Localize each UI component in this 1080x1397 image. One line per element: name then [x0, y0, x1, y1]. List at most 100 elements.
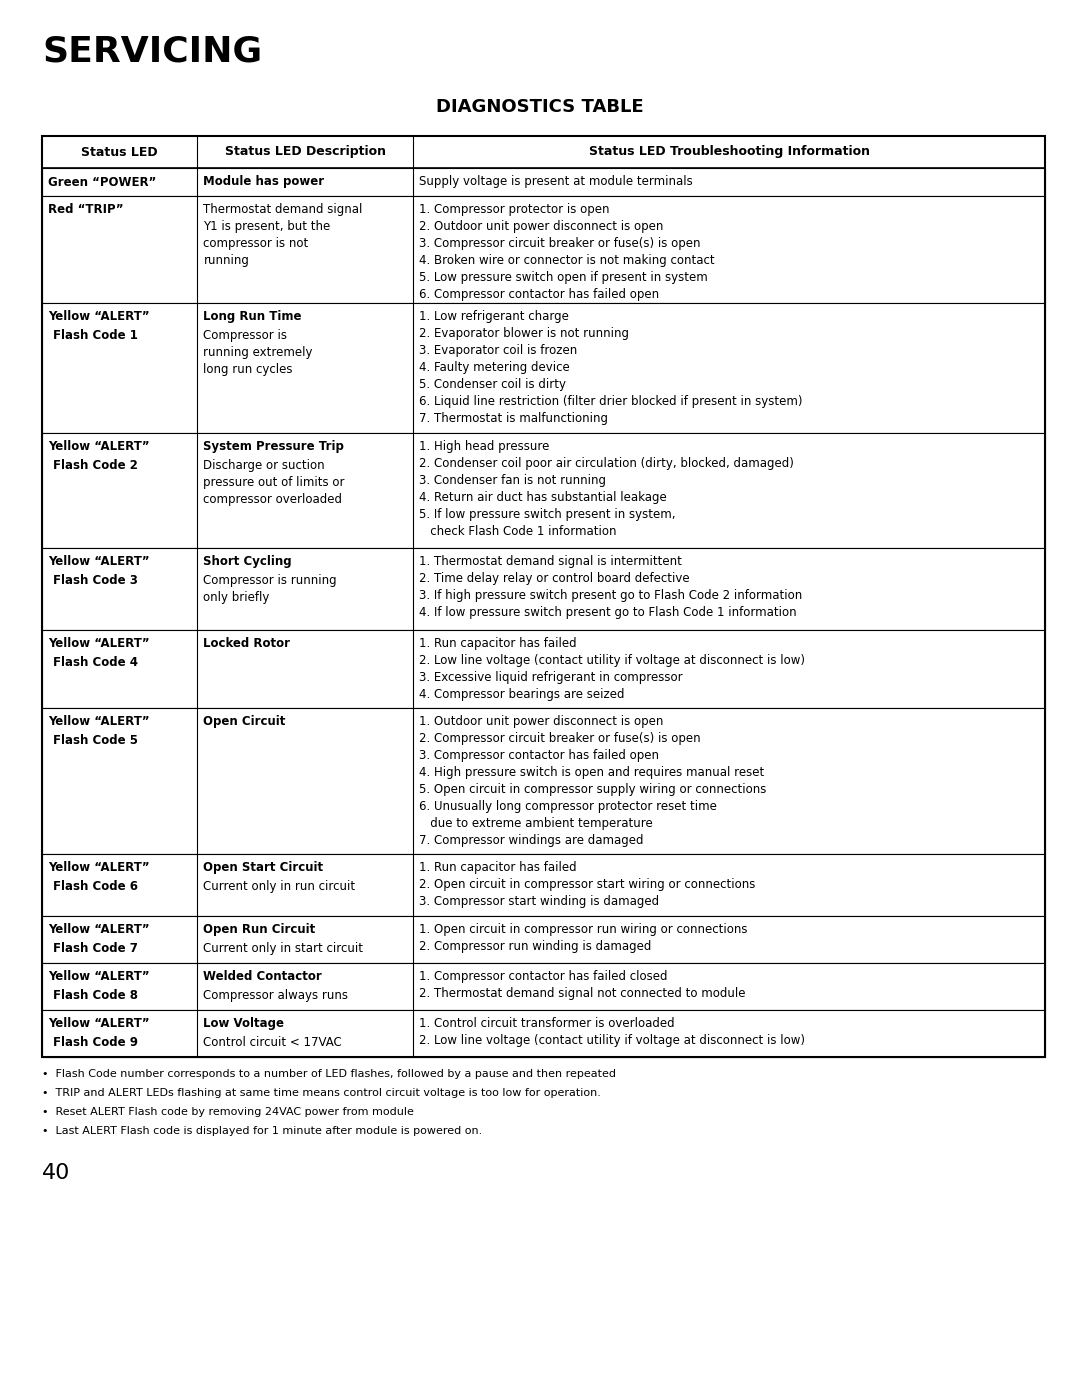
Text: Yellow “ALERT”: Yellow “ALERT” — [48, 1017, 150, 1030]
Text: only briefly: only briefly — [203, 591, 270, 604]
Text: 2. Compressor circuit breaker or fuse(s) is open: 2. Compressor circuit breaker or fuse(s)… — [419, 732, 701, 745]
Text: 1. High head pressure: 1. High head pressure — [419, 440, 550, 453]
Text: 7. Thermostat is malfunctioning: 7. Thermostat is malfunctioning — [419, 412, 608, 425]
Text: SERVICING: SERVICING — [42, 35, 262, 68]
Text: Open Run Circuit: Open Run Circuit — [203, 923, 315, 936]
Bar — [42, 136, 1045, 1058]
Text: Compressor is: Compressor is — [203, 328, 287, 342]
Text: Current only in start circuit: Current only in start circuit — [203, 942, 364, 954]
Text: 1. Control circuit transformer is overloaded: 1. Control circuit transformer is overlo… — [419, 1017, 675, 1030]
Text: Red “TRIP”: Red “TRIP” — [48, 203, 123, 217]
Text: Flash Code 9: Flash Code 9 — [53, 1037, 138, 1049]
Text: Flash Code 8: Flash Code 8 — [53, 989, 138, 1003]
Text: Compressor is running: Compressor is running — [203, 574, 337, 587]
Text: Compressor always runs: Compressor always runs — [203, 989, 349, 1002]
Text: 4. High pressure switch is open and requires manual reset: 4. High pressure switch is open and requ… — [419, 766, 765, 780]
Text: Yellow “ALERT”: Yellow “ALERT” — [48, 970, 150, 983]
Text: 2. Low line voltage (contact utility if voltage at disconnect is low): 2. Low line voltage (contact utility if … — [419, 1034, 805, 1046]
Text: 3. Compressor start winding is damaged: 3. Compressor start winding is damaged — [419, 895, 659, 908]
Text: Yellow “ALERT”: Yellow “ALERT” — [48, 715, 150, 728]
Text: 2. Condenser coil poor air circulation (dirty, blocked, damaged): 2. Condenser coil poor air circulation (… — [419, 457, 794, 469]
Bar — [42, 303, 1045, 433]
Text: compressor is not: compressor is not — [203, 237, 309, 250]
Text: Yellow “ALERT”: Yellow “ALERT” — [48, 310, 150, 323]
Text: 3. Evaporator coil is frozen: 3. Evaporator coil is frozen — [419, 344, 578, 358]
Text: 4. Broken wire or connector is not making contact: 4. Broken wire or connector is not makin… — [419, 254, 715, 267]
Bar — [42, 916, 1045, 963]
Text: 3. Compressor circuit breaker or fuse(s) is open: 3. Compressor circuit breaker or fuse(s)… — [419, 237, 701, 250]
Text: Flash Code 6: Flash Code 6 — [53, 880, 138, 893]
Text: Status LED: Status LED — [81, 145, 158, 158]
Text: 4. Return air duct has substantial leakage: 4. Return air duct has substantial leaka… — [419, 492, 666, 504]
Text: 1. Compressor protector is open: 1. Compressor protector is open — [419, 203, 609, 217]
Text: Discharge or suction: Discharge or suction — [203, 458, 325, 472]
Text: 1. Outdoor unit power disconnect is open: 1. Outdoor unit power disconnect is open — [419, 715, 663, 728]
Text: check Flash Code 1 information: check Flash Code 1 information — [419, 525, 617, 538]
Text: Flash Code 5: Flash Code 5 — [53, 735, 138, 747]
Text: 5. Open circuit in compressor supply wiring or connections: 5. Open circuit in compressor supply wir… — [419, 784, 767, 796]
Text: Locked Rotor: Locked Rotor — [203, 637, 291, 650]
Bar — [42, 630, 1045, 708]
Bar — [42, 136, 1045, 168]
Bar — [42, 963, 1045, 1010]
Text: Control circuit < 17VAC: Control circuit < 17VAC — [203, 1035, 342, 1049]
Text: Short Cycling: Short Cycling — [203, 555, 292, 569]
Text: Status LED Description: Status LED Description — [225, 145, 386, 158]
Text: 3. Compressor contactor has failed open: 3. Compressor contactor has failed open — [419, 749, 659, 763]
Text: •  Last ALERT Flash code is displayed for 1 minute after module is powered on.: • Last ALERT Flash code is displayed for… — [42, 1126, 483, 1136]
Text: Green “POWER”: Green “POWER” — [48, 176, 157, 189]
Text: Flash Code 1: Flash Code 1 — [53, 330, 138, 342]
Text: Yellow “ALERT”: Yellow “ALERT” — [48, 440, 150, 453]
Text: Module has power: Module has power — [203, 176, 325, 189]
Text: 5. If low pressure switch present in system,: 5. If low pressure switch present in sys… — [419, 509, 676, 521]
Text: 6. Liquid line restriction (filter drier blocked if present in system): 6. Liquid line restriction (filter drier… — [419, 395, 802, 408]
Text: Open Start Circuit: Open Start Circuit — [203, 861, 324, 875]
Text: running: running — [203, 254, 249, 267]
Text: Flash Code 2: Flash Code 2 — [53, 460, 138, 472]
Text: Open Circuit: Open Circuit — [203, 715, 286, 728]
Text: Low Voltage: Low Voltage — [203, 1017, 284, 1030]
Text: compressor overloaded: compressor overloaded — [203, 493, 342, 506]
Bar — [42, 1010, 1045, 1058]
Text: 2. Low line voltage (contact utility if voltage at disconnect is low): 2. Low line voltage (contact utility if … — [419, 654, 805, 666]
Text: 2. Compressor run winding is damaged: 2. Compressor run winding is damaged — [419, 940, 651, 953]
Text: 3. Condenser fan is not running: 3. Condenser fan is not running — [419, 474, 606, 488]
Text: running extremely: running extremely — [203, 345, 313, 359]
Text: System Pressure Trip: System Pressure Trip — [203, 440, 345, 453]
Text: Status LED Troubleshooting Information: Status LED Troubleshooting Information — [589, 145, 869, 158]
Text: 6. Compressor contactor has failed open: 6. Compressor contactor has failed open — [419, 288, 659, 302]
Text: Y1 is present, but the: Y1 is present, but the — [203, 221, 330, 233]
Text: •  TRIP and ALERT LEDs flashing at same time means control circuit voltage is to: • TRIP and ALERT LEDs flashing at same t… — [42, 1088, 600, 1098]
Text: 5. Condenser coil is dirty: 5. Condenser coil is dirty — [419, 379, 566, 391]
Text: 1. Run capacitor has failed: 1. Run capacitor has failed — [419, 637, 577, 650]
Text: Flash Code 7: Flash Code 7 — [53, 943, 138, 956]
Bar — [42, 196, 1045, 303]
Text: Yellow “ALERT”: Yellow “ALERT” — [48, 637, 150, 650]
Text: 40: 40 — [42, 1162, 70, 1183]
Text: DIAGNOSTICS TABLE: DIAGNOSTICS TABLE — [436, 98, 644, 116]
Text: 5. Low pressure switch open if present in system: 5. Low pressure switch open if present i… — [419, 271, 707, 284]
Text: Long Run Time: Long Run Time — [203, 310, 302, 323]
Text: 3. Excessive liquid refrigerant in compressor: 3. Excessive liquid refrigerant in compr… — [419, 671, 683, 685]
Text: 4. If low pressure switch present go to Flash Code 1 information: 4. If low pressure switch present go to … — [419, 606, 797, 619]
Text: long run cycles: long run cycles — [203, 363, 293, 376]
Text: pressure out of limits or: pressure out of limits or — [203, 475, 345, 489]
Text: Flash Code 4: Flash Code 4 — [53, 657, 138, 669]
Text: 1. Thermostat demand signal is intermittent: 1. Thermostat demand signal is intermitt… — [419, 555, 681, 569]
Text: Yellow “ALERT”: Yellow “ALERT” — [48, 861, 150, 875]
Bar — [42, 433, 1045, 548]
Text: 2. Outdoor unit power disconnect is open: 2. Outdoor unit power disconnect is open — [419, 221, 663, 233]
Text: 7. Compressor windings are damaged: 7. Compressor windings are damaged — [419, 834, 644, 848]
Text: 2. Thermostat demand signal not connected to module: 2. Thermostat demand signal not connecte… — [419, 988, 745, 1000]
Text: 2. Time delay relay or control board defective: 2. Time delay relay or control board def… — [419, 571, 690, 585]
Text: Current only in run circuit: Current only in run circuit — [203, 880, 355, 893]
Bar — [42, 854, 1045, 916]
Text: 1. Run capacitor has failed: 1. Run capacitor has failed — [419, 861, 577, 875]
Text: 1. Low refrigerant charge: 1. Low refrigerant charge — [419, 310, 569, 323]
Text: 1. Compressor contactor has failed closed: 1. Compressor contactor has failed close… — [419, 970, 667, 983]
Bar — [42, 708, 1045, 854]
Text: 2. Open circuit in compressor start wiring or connections: 2. Open circuit in compressor start wiri… — [419, 879, 756, 891]
Text: Supply voltage is present at module terminals: Supply voltage is present at module term… — [419, 176, 693, 189]
Text: Flash Code 3: Flash Code 3 — [53, 574, 138, 587]
Text: Welded Contactor: Welded Contactor — [203, 970, 322, 983]
